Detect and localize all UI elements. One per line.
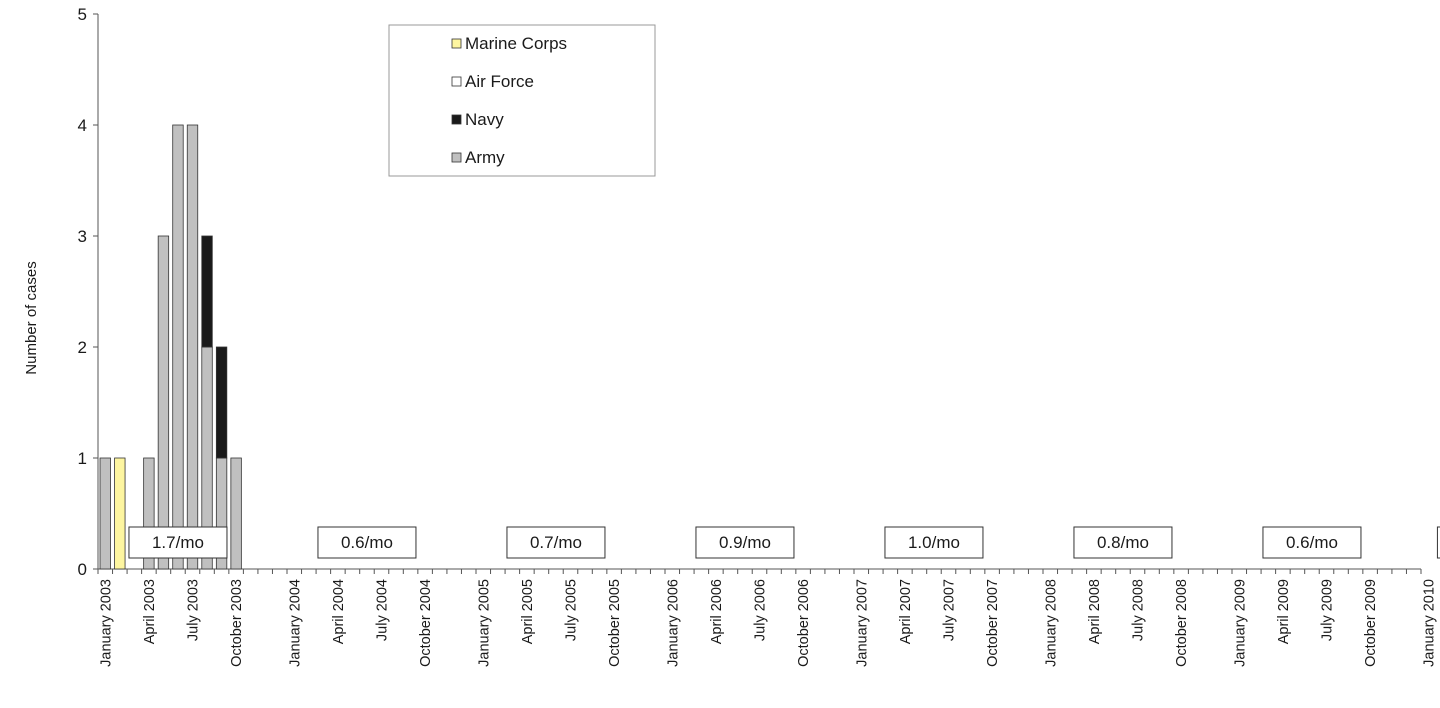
- rate-box: [1073, 526, 1173, 559]
- bar-segment-army: [157, 235, 170, 570]
- rate-label: 0.8/mo: [1097, 533, 1149, 552]
- rate-box: [1262, 526, 1362, 559]
- bar-segment-army: [143, 457, 155, 570]
- y-axis: 0 1 2 3 4 5: [78, 5, 99, 579]
- rate-label: 1.0/mo: [908, 533, 960, 552]
- x-tick-label: October 2008: [1174, 579, 1190, 667]
- y-tick-label: 5: [78, 5, 87, 24]
- legend-label: Marine Corps: [465, 34, 567, 53]
- x-tick-label: July 2005: [564, 579, 580, 641]
- rate-box: [884, 526, 984, 559]
- x-tick-label: April 2005: [520, 579, 536, 644]
- rate-label: 0.9/mo: [719, 533, 771, 552]
- rate-box: [1436, 526, 1440, 559]
- bar-segment-army: [186, 124, 199, 570]
- x-tick-label: April 2003: [142, 579, 158, 644]
- x-tick-label: April 2009: [1276, 579, 1292, 644]
- x-tick-label: October 2005: [607, 579, 623, 667]
- legend-label: Air Force: [465, 72, 534, 91]
- legend-swatch: [451, 38, 462, 49]
- rate-label: 0.6/mo: [1286, 533, 1338, 552]
- x-tick-label: October 2009: [1363, 579, 1379, 667]
- legend-swatch: [451, 114, 462, 125]
- bar-segment-army: [230, 457, 242, 570]
- y-tick-label: 3: [78, 227, 87, 246]
- x-tick-label: January 2003: [98, 579, 114, 667]
- rate-label: 1.7/mo: [152, 533, 204, 552]
- x-tick-label: April 2006: [709, 579, 725, 644]
- x-tick-label: July 2003: [186, 579, 202, 641]
- rate-box: [695, 526, 795, 559]
- rate-label: 0.7/mo: [530, 533, 582, 552]
- x-tick-label: July 2008: [1131, 579, 1147, 641]
- x-tick-label: January 2006: [665, 579, 681, 667]
- rate-box: [317, 526, 417, 559]
- x-tick-label: July 2009: [1320, 579, 1336, 641]
- x-tick-label: January 2009: [1232, 579, 1248, 667]
- x-tick-label: January 2007: [854, 579, 870, 667]
- rate-box: [506, 526, 606, 559]
- x-tick-label: July 2004: [375, 579, 391, 641]
- y-axis-label: Number of cases: [23, 261, 40, 374]
- rate-box: [128, 526, 228, 559]
- bar-segment-army: [172, 124, 184, 570]
- x-tick-label: July 2007: [942, 579, 958, 641]
- y-tick-label: 0: [78, 560, 87, 579]
- x-axis: January 2003 April 2003 July 2003 October 2…: [97, 568, 1437, 667]
- x-tick-label: October 2004: [418, 579, 434, 667]
- x-tick-label: October 2003: [229, 579, 245, 667]
- legend-box: [388, 24, 656, 177]
- x-tick-label: July 2006: [753, 579, 769, 641]
- bar-segment-navy: [201, 235, 213, 348]
- rate-annotations: 1.7/mo 0.6/mo 0.7/mo 0.9/mo 1.0/mo 0.8/mo 0.6/…: [128, 526, 1440, 559]
- x-tick-label: January 2005: [476, 579, 492, 667]
- bar-segment-army: [99, 457, 111, 570]
- y-tick-label: 4: [78, 116, 87, 135]
- x-tick-label: January 2008: [1043, 579, 1059, 667]
- rate-label: 0.6/mo: [341, 533, 393, 552]
- bar-segment-marine-corps: [114, 457, 126, 570]
- y-tick-label: 2: [78, 338, 87, 357]
- bars: [99, 124, 242, 570]
- y-tick-label: 1: [78, 449, 87, 468]
- x-tick-label: October 2006: [796, 579, 812, 667]
- x-tick-label: January 2004: [287, 579, 303, 667]
- x-tick-label: January 2010: [1421, 579, 1437, 667]
- legend-label: Army: [465, 148, 505, 167]
- legend-swatch: [451, 76, 462, 87]
- x-tick-label: April 2008: [1087, 579, 1103, 644]
- legend-swatch: [451, 152, 462, 163]
- x-tick-label: April 2004: [331, 579, 347, 644]
- x-tick-label: April 2007: [898, 579, 914, 644]
- legend: Marine Corps Air Force Navy Army: [388, 24, 656, 177]
- x-tick-label: October 2007: [985, 579, 1001, 667]
- bar-segment-navy: [215, 346, 228, 459]
- legend-label: Navy: [465, 110, 504, 129]
